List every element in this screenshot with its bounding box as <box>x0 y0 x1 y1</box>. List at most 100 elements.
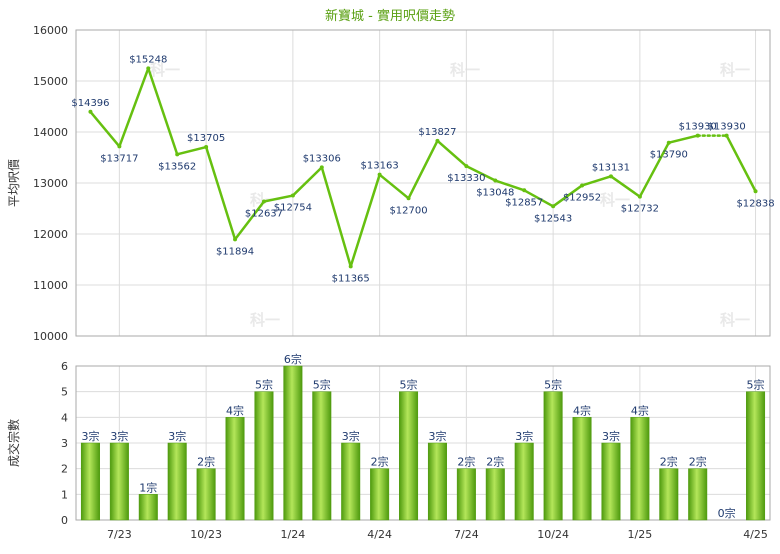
count-bar <box>456 468 476 521</box>
price-point <box>117 144 122 149</box>
price-tick-label: 15000 <box>33 75 68 88</box>
price-tick-label: 14000 <box>33 126 68 139</box>
price-line-segment <box>725 134 757 193</box>
price-point <box>261 199 266 204</box>
count-bar <box>514 442 534 521</box>
count-data-label: 3宗 <box>602 429 620 443</box>
price-tick-label: 11000 <box>33 279 68 292</box>
count-bar <box>341 442 361 521</box>
price-data-label: $13163 <box>361 161 399 172</box>
count-data-label: 1宗 <box>139 480 157 494</box>
count-bar <box>109 442 129 521</box>
price-tick-label: 13000 <box>33 177 68 190</box>
x-tick-label: 1/25 <box>628 528 653 541</box>
price-point <box>204 145 209 150</box>
count-bar <box>167 442 187 521</box>
price-data-label: $11365 <box>332 273 370 284</box>
watermark-text: 科一 <box>450 61 480 79</box>
price-data-label: $12838 <box>736 198 774 209</box>
count-data-label: 5宗 <box>400 378 418 392</box>
count-data-label: 3宗 <box>515 429 533 443</box>
price-point <box>493 178 498 183</box>
x-tick-label: 10/23 <box>190 528 222 541</box>
x-tick-label: 7/24 <box>454 528 479 541</box>
price-point <box>348 264 353 269</box>
count-tick-label: 3 <box>61 437 68 450</box>
price-data-label: $11894 <box>216 246 254 257</box>
price-point <box>666 140 671 145</box>
price-point <box>724 133 729 138</box>
price-line-segment <box>349 173 381 268</box>
count-bar <box>601 442 621 521</box>
price-data-label: $13717 <box>100 153 138 164</box>
count-data-label: 5宗 <box>544 378 562 392</box>
price-data-label: $13930 <box>679 122 717 133</box>
count-bar <box>572 417 592 521</box>
count-bar <box>283 365 303 521</box>
count-tick-label: 0 <box>61 514 68 527</box>
price-data-label: $13562 <box>158 161 196 172</box>
count-data-label: 5宗 <box>747 378 765 392</box>
price-data-label: $12857 <box>505 197 543 208</box>
price-data-label: $12952 <box>563 192 601 203</box>
x-tick-label: 7/23 <box>107 528 132 541</box>
count-data-label: 4宗 <box>573 403 591 417</box>
price-line-segment <box>291 166 324 197</box>
price-line-segment <box>638 141 671 198</box>
count-data-label: 3宗 <box>81 429 99 443</box>
price-data-label: $12700 <box>389 205 427 216</box>
count-bar <box>659 468 679 521</box>
price-line-segment <box>494 179 526 192</box>
count-data-label: 2宗 <box>486 455 504 469</box>
count-data-label: 2宗 <box>371 455 389 469</box>
price-point <box>88 109 93 114</box>
price-point <box>551 204 556 209</box>
count-bar <box>543 391 563 521</box>
price-point <box>580 183 585 188</box>
price-line-segment <box>204 145 237 241</box>
count-data-label: 0宗 <box>718 506 736 520</box>
watermark-text: 科一 <box>720 311 750 329</box>
count-bar <box>746 391 766 521</box>
count-bar <box>80 442 100 521</box>
price-data-label: $13827 <box>418 127 456 138</box>
count-data-label: 5宗 <box>313 378 331 392</box>
count-data-label: 2宗 <box>689 455 707 469</box>
watermark-text: 科一 <box>150 61 180 79</box>
price-tick-label: 12000 <box>33 228 68 241</box>
count-data-label: 3宗 <box>428 429 446 443</box>
price-line-segment <box>378 173 410 200</box>
price-point <box>290 193 295 198</box>
price-point <box>608 174 613 179</box>
count-data-label: 3宗 <box>168 429 186 443</box>
count-tick-label: 1 <box>61 488 68 501</box>
price-data-label: $13330 <box>447 173 485 184</box>
count-data-label: 2宗 <box>457 455 475 469</box>
count-data-label: 4宗 <box>631 403 649 417</box>
price-line-segment <box>551 184 584 208</box>
count-data-label: 6宗 <box>284 352 302 366</box>
chart-title: 新寶城 - 實用呎價走勢 <box>325 8 455 24</box>
price-data-label: $14396 <box>71 98 109 109</box>
price-line-segment <box>580 175 613 187</box>
price-line-segment <box>147 67 179 156</box>
price-line-segment <box>436 139 468 168</box>
count-bar <box>485 468 505 521</box>
price-data-label: $15248 <box>129 54 167 65</box>
count-bar <box>399 391 419 521</box>
price-data-label: $13705 <box>187 133 225 144</box>
count-bar <box>630 417 650 521</box>
price-point <box>464 164 469 169</box>
price-data-label: $12754 <box>274 203 312 214</box>
watermark-text: 科一 <box>250 311 280 329</box>
count-data-label: 2宗 <box>197 455 215 469</box>
price-line-segment <box>522 189 555 208</box>
price-point <box>695 133 700 138</box>
count-tick-label: 6 <box>61 360 68 373</box>
count-bar <box>225 417 245 521</box>
count-tick-label: 5 <box>61 386 68 399</box>
price-point <box>146 66 151 71</box>
price-plot-frame <box>75 29 771 337</box>
